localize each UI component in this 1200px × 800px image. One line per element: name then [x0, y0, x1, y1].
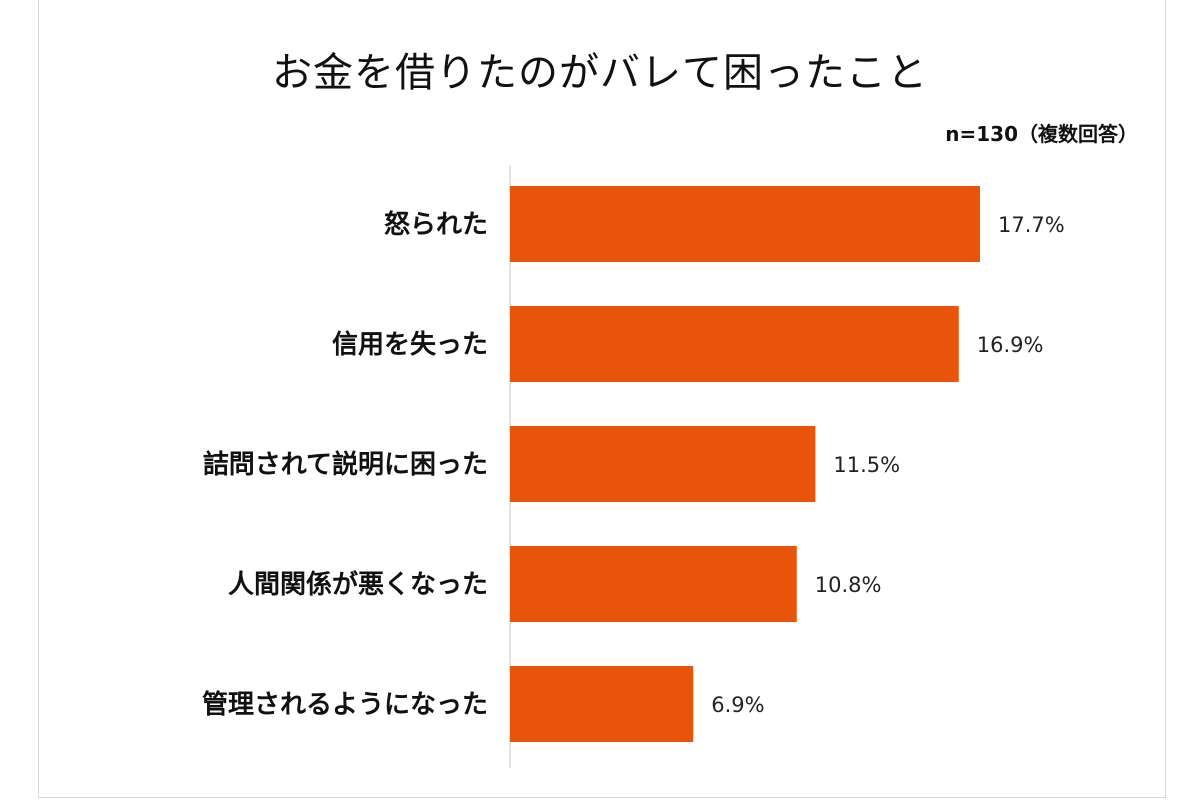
value-label: 16.9% — [977, 333, 1044, 357]
chart-title: お金を借りたのがバレて困ったこと — [272, 50, 928, 96]
bar — [510, 426, 816, 502]
bar — [510, 186, 980, 262]
category-label: 信用を失った — [332, 330, 488, 360]
sample-note: n=130（複数回答） — [945, 122, 1138, 146]
value-label: 17.7% — [998, 213, 1065, 237]
value-label: 10.8% — [815, 573, 882, 597]
bar — [510, 546, 797, 622]
value-label: 6.9% — [711, 693, 764, 717]
category-label: 怒られた — [384, 210, 488, 240]
bar — [510, 666, 694, 742]
category-label: 人間関係が悪くなった — [228, 569, 488, 600]
value-label: 11.5% — [833, 453, 900, 477]
chart-frame — [38, 0, 1166, 798]
bar — [510, 306, 959, 382]
category-label: 詰問されて説明に困った — [203, 449, 488, 480]
category-label: 管理されるようになった — [202, 690, 488, 720]
